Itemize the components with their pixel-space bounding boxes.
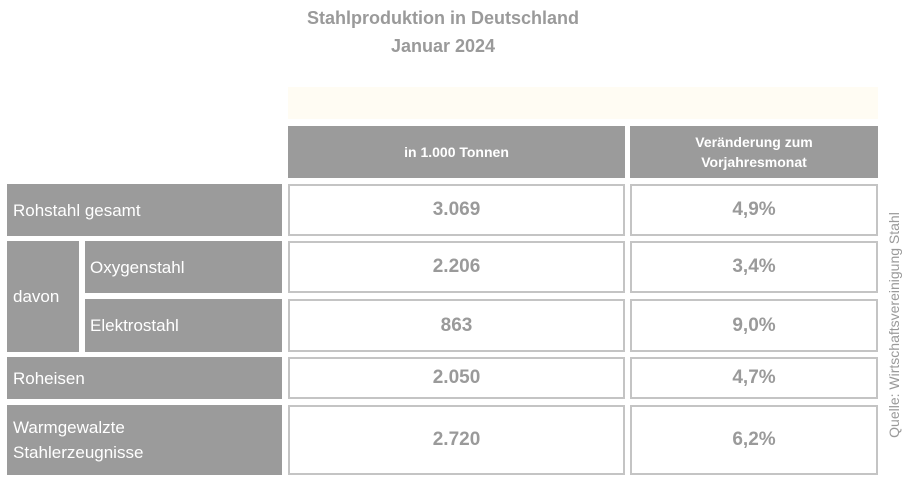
source-note: Quelle: Wirtschaftsvereinigung Stahl	[886, 212, 902, 438]
cell-change-rohstahl: 4,9%	[630, 184, 878, 236]
cell-value-roheisen: 2.050	[288, 357, 625, 399]
row-label-elektrostahl: Elektrostahl	[85, 299, 282, 352]
cell-value-elektrostahl: 863	[288, 299, 625, 352]
row-label-oxygenstahl: Oxygenstahl	[85, 241, 282, 293]
row-label-rohstahl: Rohstahl gesamt	[7, 184, 282, 236]
cell-change-oxygenstahl: 3,4%	[630, 241, 878, 293]
cell-change-elektrostahl: 9,0%	[630, 299, 878, 352]
cell-value-rohstahl: 3.069	[288, 184, 625, 236]
row-label-warmgewalzte: Warmgewalzte Stahlerzeugnisse	[7, 405, 282, 475]
row-label-roheisen: Roheisen	[7, 357, 282, 399]
cell-change-warmgewalzte: 6,2%	[630, 405, 878, 475]
column-header-change: Veränderung zum Vorjahresmonat	[630, 126, 878, 178]
chart-subtitle: Januar 2024	[390, 36, 496, 56]
cell-value-oxygenstahl: 2.206	[288, 241, 625, 293]
header-band	[288, 87, 878, 119]
column-header-tonnes: in 1.000 Tonnen	[288, 126, 625, 178]
cell-value-warmgewalzte: 2.720	[288, 405, 625, 475]
group-label-davon: davon	[7, 241, 79, 352]
chart-title: Stahlproduktion in Deutschland	[306, 8, 579, 28]
cell-change-roheisen: 4,7%	[630, 357, 878, 399]
